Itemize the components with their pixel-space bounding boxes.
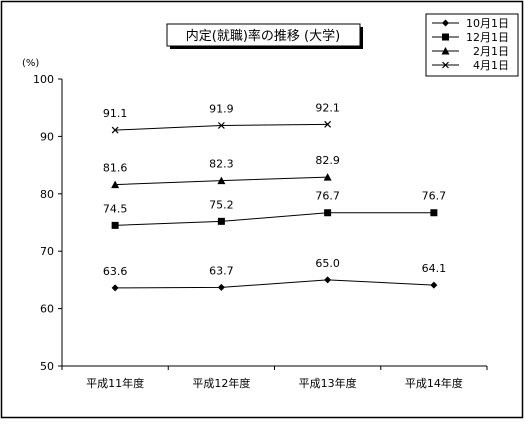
legend-entry: 4月1日: [432, 59, 509, 72]
legend-box: [425, 13, 519, 77]
legend-marker: [442, 33, 449, 41]
y-tick-label: 80: [40, 188, 54, 201]
data-label: 63.7: [209, 264, 234, 277]
series-triangle: 81.6 82.3 82.9: [103, 154, 340, 189]
data-point: [111, 284, 119, 292]
legend-entry: 2月1日: [432, 45, 509, 58]
data-point: [324, 209, 332, 217]
x-tick-label: 平成12年度: [192, 376, 250, 390]
title-box: [166, 23, 361, 47]
legend-entry: 12月1日: [432, 31, 509, 44]
data-label: 76.7: [315, 190, 340, 203]
y-tick-label: 100: [33, 73, 54, 86]
data-point: [217, 122, 225, 129]
data-point: [430, 209, 438, 217]
data-point: [111, 221, 119, 229]
legend-label: 12月1日: [466, 31, 509, 44]
y-axis-unit-label: (%): [22, 58, 39, 69]
data-point: [111, 180, 120, 189]
data-point: [217, 176, 226, 185]
series-diamond: 63.6 63.7 65.0 64.1: [103, 257, 446, 292]
data-label: 64.1: [422, 262, 447, 275]
legend-label: 10月1日: [466, 17, 509, 30]
data-point: [111, 126, 119, 134]
y-tick-label: 90: [40, 130, 54, 143]
data-label: 63.6: [103, 265, 128, 278]
data-point: [430, 281, 438, 289]
data-point: [217, 217, 225, 225]
series-square: 74.5 75.2 76.7 76.7: [103, 190, 446, 229]
legend-label: 4月1日: [473, 59, 509, 72]
legend-label: 2月1日: [473, 45, 509, 58]
series-line: [115, 212, 434, 226]
data-label: 74.5: [103, 202, 128, 215]
data-label: 91.1: [103, 107, 128, 120]
data-label: 75.2: [209, 198, 234, 211]
data-point: [217, 283, 225, 291]
data-point: [323, 173, 332, 181]
data-label: 76.7: [422, 190, 447, 203]
axes: 50 60 70 80 90 100 平成11年度 平成12年度 平成13年度 平成14年度: [33, 73, 488, 390]
x-tick-label: 平成14年度: [405, 376, 463, 390]
y-tick-label: 70: [40, 245, 54, 258]
data-label: 81.6: [103, 162, 128, 175]
data-label: 65.0: [315, 257, 340, 270]
legend-entry: 10月1日: [432, 17, 509, 30]
x-tick-label: 平成11年度: [86, 376, 144, 390]
x-tick-label: 平成13年度: [299, 376, 357, 390]
data-point: [324, 120, 332, 128]
legend-marker: [442, 61, 449, 69]
chart-title: 内定(就職)率の推移 (大学): [186, 28, 340, 44]
data-label: 82.9: [315, 154, 340, 167]
data-label: 92.1: [315, 101, 340, 114]
series-line: [115, 279, 434, 289]
series-layer: 63.6 63.7 65.0 64.1 74.5 75.2 76.7 76.7 81.6 82.3…: [103, 101, 446, 292]
legend-marker: [441, 47, 450, 55]
data-label: 91.9: [209, 102, 234, 115]
legend-marker: [442, 19, 449, 27]
series-x: 91.1 91.9 92.1: [103, 101, 340, 134]
data-label: 82.3: [209, 158, 234, 171]
data-point: [324, 276, 332, 284]
y-tick-label: 60: [40, 303, 54, 316]
y-tick-label: 50: [40, 360, 54, 373]
